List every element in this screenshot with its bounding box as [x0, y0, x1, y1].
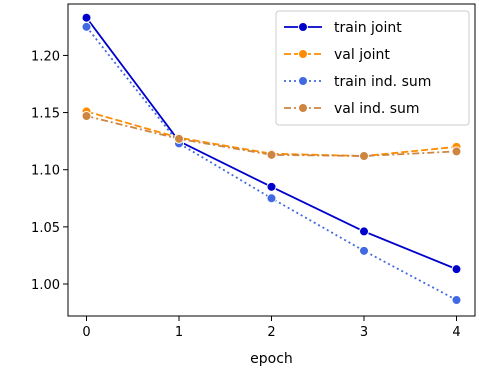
y-tick-label: 1.20 [31, 49, 60, 64]
legend-marker [298, 22, 308, 32]
data-point [451, 295, 462, 305]
y-tick-label: 1.10 [31, 164, 60, 179]
x-tick-label: 0 [82, 325, 90, 340]
x-tick-label: 4 [452, 325, 460, 340]
legend-label: train ind. sum [334, 74, 431, 90]
data-point [266, 181, 277, 192]
data-point [81, 111, 92, 121]
data-point [81, 12, 92, 23]
legend-label: train joint [334, 20, 402, 36]
y-axis: 1.00 1.05 1.10 1.15 1.20 [31, 49, 68, 293]
x-axis: 0 1 2 3 4 [82, 316, 461, 340]
data-point [81, 21, 92, 32]
y-tick-label: 1.15 [31, 107, 60, 122]
data-point [266, 193, 277, 204]
legend-box [275, 10, 470, 126]
legend-marker [298, 76, 308, 86]
legend-marker [298, 103, 308, 113]
data-point [359, 151, 369, 161]
data-point [266, 149, 277, 160]
data-point [359, 245, 369, 256]
data-point [359, 226, 369, 237]
x-axis-label: epoch [250, 351, 293, 367]
data-point [451, 264, 462, 275]
legend: train joint val joint train ind. sum val in… [275, 10, 470, 126]
legend-label: val ind. sum [334, 101, 420, 117]
legend-label: val joint [334, 47, 390, 63]
series-layer [81, 12, 462, 305]
x-tick-label: 1 [175, 325, 183, 340]
series-line [86, 115, 457, 157]
y-tick-label: 1.05 [31, 221, 60, 236]
x-tick-label: 3 [360, 325, 368, 340]
x-tick-label: 2 [267, 325, 275, 340]
data-point [451, 146, 462, 157]
data-point [174, 133, 184, 144]
legend-marker [298, 49, 308, 59]
y-tick-label: 1.00 [31, 278, 60, 293]
